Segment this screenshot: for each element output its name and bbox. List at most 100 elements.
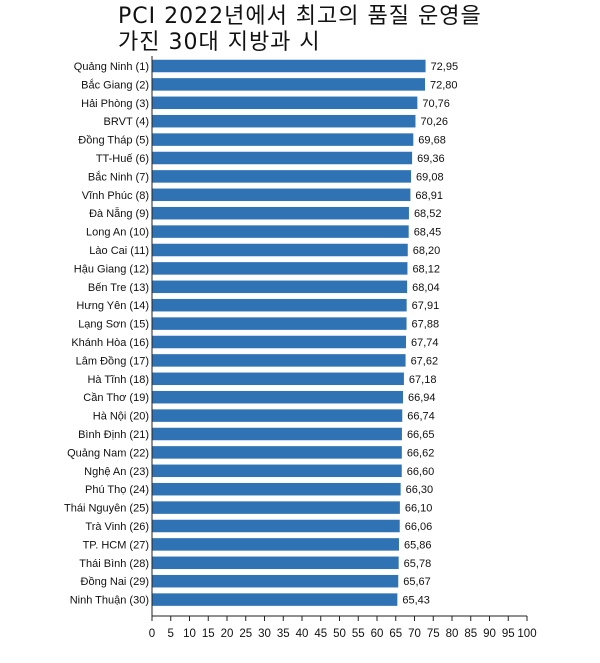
bar: [152, 317, 407, 330]
x-tick-label: 85: [464, 628, 477, 640]
value-label: 68,04: [412, 282, 440, 294]
category-label: Lạng Sơn (15): [78, 319, 149, 331]
x-tick-label: 25: [239, 628, 252, 640]
bar: [152, 519, 400, 533]
x-tick-label: 65: [389, 628, 402, 640]
x-tick-label: 60: [371, 628, 384, 640]
x-tick-label: 0: [149, 628, 155, 640]
value-label: 65,43: [402, 595, 430, 607]
value-label: 72,80: [430, 79, 458, 91]
value-label: 70,26: [420, 116, 448, 128]
category-label: Quảng Nam (22): [67, 447, 149, 459]
x-tick-label: 70: [408, 628, 421, 640]
bar: [152, 243, 408, 257]
value-label: 68,20: [413, 245, 441, 257]
value-label: 72,95: [431, 61, 459, 73]
category-label: Đồng Tháp (5): [78, 135, 149, 147]
bar: [152, 133, 414, 146]
bar: [152, 482, 401, 496]
category-label: Bắc Giang (2): [81, 78, 149, 91]
value-label: 66,06: [405, 521, 433, 533]
bar: [152, 298, 407, 312]
x-tick-label: 90: [483, 628, 496, 640]
value-label: 66,62: [407, 447, 435, 459]
x-tick-label: 50: [333, 628, 346, 640]
category-label: Nghệ An (23): [84, 466, 149, 478]
bar: [152, 170, 412, 183]
x-tick-label: 100: [517, 628, 536, 640]
category-label: Trà Vinh (26): [85, 521, 149, 533]
value-label: 68,45: [414, 227, 442, 239]
category-label: BRVT (4): [104, 116, 149, 128]
bar: [152, 574, 399, 588]
bar: [152, 96, 418, 110]
category-label: Khánh Hòa (16): [71, 337, 149, 349]
category-label: Hà Nội (20): [93, 411, 149, 423]
bar: [152, 262, 408, 275]
value-label: 68,91: [415, 190, 443, 202]
value-label: 70,76: [422, 98, 450, 110]
chart-title-line-1: PCI 2022년에서 최고의 품질 운영을: [118, 4, 482, 29]
value-label: 66,30: [406, 484, 434, 496]
chart-title: PCI 2022년에서 최고의 품질 운영을 가진 30대 지방과 시: [118, 4, 558, 56]
bar: [152, 188, 411, 202]
value-label: 65,86: [404, 539, 432, 551]
category-label: Thái Bình (28): [79, 558, 149, 570]
bar: [152, 280, 408, 294]
value-label: 66,10: [405, 503, 433, 515]
category-label: Hải Phòng (3): [81, 98, 149, 110]
bar: [152, 556, 399, 570]
value-label: 66,60: [407, 466, 435, 478]
value-label: 67,62: [411, 355, 439, 367]
category-label: Đồng Nai (29): [81, 576, 149, 588]
value-label: 65,67: [403, 576, 431, 588]
category-label: Ninh Thuận (30): [70, 595, 149, 607]
bar: [152, 354, 406, 367]
category-label: Đà Nẵng (9): [89, 207, 149, 220]
bar: [152, 593, 398, 606]
category-label: Lâm Đồng (17): [76, 355, 149, 367]
chart-title-line-2: 가진 30대 지방과 시: [118, 30, 321, 55]
x-tick-label: 15: [202, 628, 215, 640]
x-tick-label: 80: [446, 628, 459, 640]
bar: [152, 390, 404, 404]
bar: [152, 151, 413, 165]
category-label: TT-Huế (6): [96, 153, 149, 165]
value-label: 66,94: [408, 392, 436, 404]
category-label: Vĩnh Phúc (8): [82, 190, 149, 202]
value-label: 68,52: [414, 208, 442, 220]
x-tick-label: 30: [258, 628, 271, 640]
category-label: TP. HCM (27): [83, 539, 149, 551]
bar: [152, 464, 402, 478]
category-label: Thái Nguyên (25): [64, 503, 149, 515]
bar: [152, 538, 399, 551]
bar: [152, 446, 402, 459]
bar: [152, 206, 409, 220]
category-label: Hà Tĩnh (18): [87, 374, 149, 386]
value-label: 68,12: [412, 263, 440, 275]
value-label: 66,74: [407, 411, 435, 423]
category-label: Bắc Ninh (7): [88, 170, 149, 183]
category-label: Cần Thơ (19): [83, 392, 149, 404]
category-label: Hậu Giang (12): [74, 263, 149, 275]
bar: [152, 427, 402, 441]
value-label: 69,68: [418, 135, 446, 147]
bar: [152, 59, 426, 73]
x-tick-label: 10: [183, 628, 196, 640]
category-label: Long An (10): [86, 227, 149, 239]
x-tick-label: 75: [427, 628, 440, 640]
x-tick-label: 45: [314, 628, 327, 640]
category-label: Bến Tre (13): [88, 282, 149, 294]
bar: [152, 372, 404, 386]
category-label: Phú Thọ (24): [85, 484, 149, 496]
value-label: 66,65: [407, 429, 435, 441]
category-label: Lào Cai (11): [89, 245, 149, 257]
bar: [152, 225, 409, 238]
value-label: 67,91: [412, 300, 440, 312]
value-label: 69,36: [417, 153, 445, 165]
bar: [152, 335, 407, 349]
category-label: Quảng Ninh (1): [74, 61, 149, 73]
value-label: 69,08: [416, 171, 444, 183]
x-tick-label: 5: [168, 628, 174, 640]
x-tick-label: 40: [296, 628, 309, 640]
